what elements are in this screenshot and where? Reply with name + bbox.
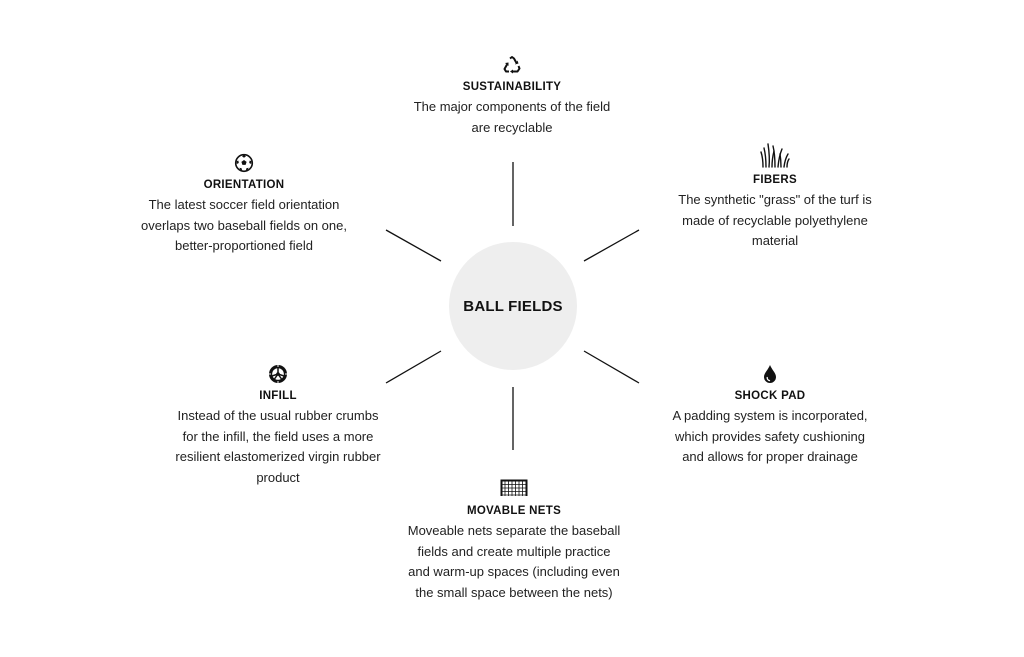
node-title: ORIENTATION xyxy=(203,179,285,191)
node-description-line: product xyxy=(256,469,300,485)
node-description-line: resilient elastomerized virgin rubber xyxy=(175,449,381,464)
node-sustainability: SUSTAINABILITY The major components of t… xyxy=(402,55,622,138)
node-fibers: FIBERS The synthetic "grass" of the turf… xyxy=(666,142,884,252)
node-description-line: the small space between the nets) xyxy=(415,584,613,600)
grass-icon xyxy=(666,142,884,168)
node-description-line: are recyclable xyxy=(471,119,553,135)
connector-fibers xyxy=(583,229,640,262)
node-title: SUSTAINABILITY xyxy=(462,81,562,93)
node-description-line: made of recyclable polyethylene xyxy=(682,212,868,228)
node-movable-nets: MOVABLE NETS Moveable nets separate the … xyxy=(395,479,633,603)
goal-net-icon xyxy=(395,479,633,499)
node-title: INFILL xyxy=(259,390,297,402)
node-description-line: and allows for proper drainage xyxy=(682,449,858,464)
connector-infill xyxy=(385,350,442,384)
node-description-line: for the infill, the field uses a more xyxy=(182,428,374,444)
node-description-line: Moveable nets separate the baseball xyxy=(407,523,621,538)
node-title: FIBERS xyxy=(753,174,797,186)
node-title: MOVABLE NETS xyxy=(466,505,562,517)
center-label: BALL FIELDS xyxy=(463,297,563,315)
node-description-line: fields and create multiple practice xyxy=(417,543,611,559)
node-description-line: Instead of the usual rubber crumbs xyxy=(177,408,379,423)
node-description-line: overlaps two baseball fields on one, xyxy=(141,217,347,233)
recycle-icon xyxy=(402,55,622,75)
node-description-line: The latest soccer field orientation xyxy=(148,197,340,212)
node-infill: INFILL Instead of the usual rubber crumb… xyxy=(165,364,391,488)
connector-shock-pad xyxy=(583,350,640,384)
node-description-line: and warm-up spaces (including even xyxy=(408,564,620,579)
center-hub: BALL FIELDS xyxy=(449,242,577,370)
node-description-line: A padding system is incorporated, xyxy=(672,408,868,423)
node-title: SHOCK PAD xyxy=(734,390,806,402)
node-shock-pad: SHOCK PAD A padding system is incorporat… xyxy=(660,364,880,468)
connector-orientation xyxy=(385,229,442,262)
tire-icon xyxy=(165,364,391,384)
water-drop-icon xyxy=(660,364,880,384)
node-description-line: better-proportioned field xyxy=(174,238,314,253)
soccer-ball-icon xyxy=(133,153,355,173)
node-description-line: The major components of the field xyxy=(413,99,611,114)
node-description-line: which provides safety cushioning xyxy=(674,428,866,444)
node-description-line: material xyxy=(751,233,799,248)
node-description-line: The synthetic "grass" of the turf is xyxy=(678,192,872,207)
node-orientation: ORIENTATION The latest soccer field orie… xyxy=(133,153,355,257)
